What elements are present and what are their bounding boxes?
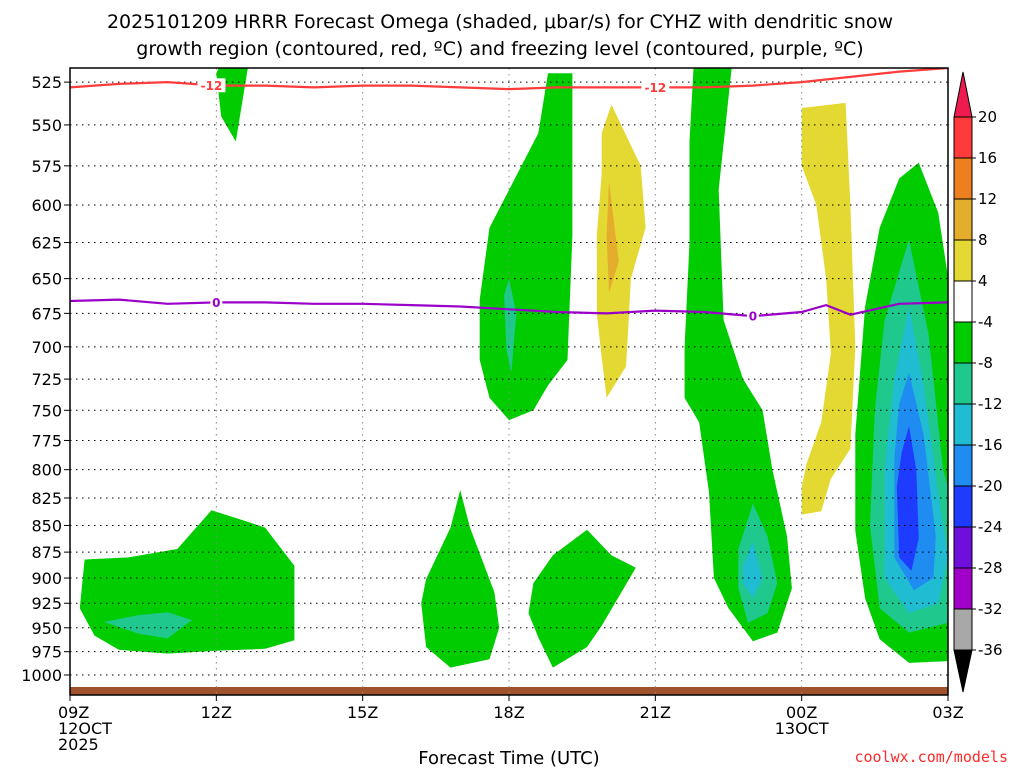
y-tick-label-600: 600 bbox=[31, 196, 62, 215]
y-tick-label-525: 525 bbox=[31, 73, 62, 92]
y-tick-label-850: 850 bbox=[31, 516, 62, 535]
colorbar-swatch bbox=[953, 608, 973, 651]
y-tick-label-1000: 1000 bbox=[21, 666, 62, 685]
grid-lines bbox=[70, 68, 948, 695]
region-omega-plus4-b bbox=[801, 102, 856, 515]
region-omega-minus4-e bbox=[479, 73, 573, 421]
region-omega-minus4-f bbox=[684, 68, 792, 642]
y-tick-label-725: 725 bbox=[31, 370, 62, 389]
x-axis-label: Forecast Time (UTC) bbox=[418, 748, 599, 768]
colorbar-swatch bbox=[953, 444, 973, 487]
colorbar-label-3: 8 bbox=[978, 231, 988, 249]
y-tick-label-950: 950 bbox=[31, 619, 62, 638]
contour-lines: -12 -12 0 0 bbox=[70, 68, 948, 324]
y-tick-label-825: 825 bbox=[31, 489, 62, 508]
colorbar-swatch bbox=[953, 239, 973, 282]
y-tick-label-650: 650 bbox=[31, 270, 62, 289]
y-tick-label-625: 625 bbox=[31, 234, 62, 253]
x-tick-label-24-1: 13OCT bbox=[775, 719, 829, 738]
y-tick-label-675: 675 bbox=[31, 304, 62, 323]
region-omega-plus8-a bbox=[606, 181, 619, 293]
contour-label-bg bbox=[746, 309, 759, 324]
colorbar-swatch bbox=[953, 321, 973, 364]
terrain-band bbox=[70, 687, 948, 695]
y-tick-label-800: 800 bbox=[31, 461, 62, 480]
y-tick-label-925: 925 bbox=[31, 594, 62, 613]
y-axis: 525 550 575 600 625 650 675 700 725 750 775 800 825 8… bbox=[21, 73, 70, 685]
y-tick-label-750: 750 bbox=[31, 401, 62, 420]
colorbar-label-7: -12 bbox=[978, 395, 1003, 413]
colorbar-swatch bbox=[953, 157, 973, 200]
colorbar-label-12: -32 bbox=[978, 600, 1003, 618]
colorbar: 20 16 12 8 4 -4 -8 -12 -16 -20 -24 -28 -32 -36 bbox=[953, 71, 1003, 693]
region-omega-minus12-a bbox=[743, 541, 763, 599]
contour-label-bg bbox=[210, 295, 223, 310]
colorbar-top-arrow bbox=[953, 71, 973, 118]
chart-title-line-1: 2025101209 HRRR Forecast Omega (shaded, … bbox=[107, 11, 893, 33]
colorbar-label-4: 4 bbox=[978, 272, 988, 290]
x-tick-label-27-0: 03Z bbox=[932, 703, 963, 722]
x-tick-label-24-0: 00Z bbox=[786, 703, 817, 722]
x-tick-label-9-0: 09Z bbox=[58, 703, 89, 722]
colorbar-swatch bbox=[953, 280, 973, 323]
terrain-strip bbox=[70, 687, 948, 695]
contour-label-freezing-level: 0 bbox=[212, 296, 220, 310]
colorbar-label-13: -36 bbox=[978, 641, 1003, 659]
contour-label-dgz-minus12: -12 bbox=[201, 79, 223, 93]
region-omega-minus8-b bbox=[504, 278, 517, 373]
colorbar-label-1: 16 bbox=[978, 149, 997, 167]
colorbar-label-10: -24 bbox=[978, 518, 1003, 536]
omega-shaded-regions bbox=[79, 68, 948, 668]
contour-label-bg bbox=[197, 78, 226, 93]
colorbar-label-5: -4 bbox=[978, 313, 993, 331]
region-omega-minus4-b bbox=[216, 68, 248, 142]
colorbar-label-9: -20 bbox=[978, 477, 1003, 495]
region-omega-minus4-c bbox=[421, 490, 500, 668]
y-tick-label-575: 575 bbox=[31, 157, 62, 176]
contour-label-dgz-minus12: -12 bbox=[644, 81, 666, 95]
x-tick-label-9-2: 2025 bbox=[58, 735, 99, 754]
contour-label-bg bbox=[641, 80, 670, 95]
colorbar-swatch bbox=[953, 116, 973, 159]
y-tick-label-875: 875 bbox=[31, 543, 62, 562]
region-omega-minus4-d bbox=[528, 529, 636, 668]
colorbar-swatch bbox=[953, 403, 973, 446]
region-omega-minus20 bbox=[896, 426, 919, 571]
region-omega-plus4-a bbox=[596, 104, 646, 398]
x-tick-label-21-0: 21Z bbox=[640, 703, 671, 722]
y-tick-label-975: 975 bbox=[31, 643, 62, 662]
chart-title-line-2: growth region (contoured, red, ºC) and f… bbox=[136, 38, 863, 60]
contour-label-freezing-level: 0 bbox=[749, 310, 757, 324]
colorbar-label-2: 12 bbox=[978, 190, 997, 208]
colorbar-swatch bbox=[953, 567, 973, 610]
colorbar-label-11: -28 bbox=[978, 559, 1003, 577]
y-tick-label-700: 700 bbox=[31, 338, 62, 357]
x-tick-label-18-0: 18Z bbox=[493, 703, 524, 722]
y-tick-label-775: 775 bbox=[31, 431, 62, 450]
x-tick-label-12-0: 12Z bbox=[201, 703, 232, 722]
colorbar-label-8: -16 bbox=[978, 436, 1003, 454]
region-omega-minus8-a bbox=[104, 612, 192, 639]
credit-text[interactable]: coolwx.com/models bbox=[854, 748, 1008, 766]
colorbar-label-6: -8 bbox=[978, 354, 993, 372]
y-tick-label-550: 550 bbox=[31, 116, 62, 135]
colorbar-swatch bbox=[953, 362, 973, 405]
x-tick-label-15-0: 15Z bbox=[347, 703, 378, 722]
colorbar-swatch bbox=[953, 526, 973, 569]
colorbar-swatch bbox=[953, 198, 973, 241]
colorbar-swatch bbox=[953, 485, 973, 528]
colorbar-bottom-arrow bbox=[953, 649, 973, 693]
colorbar-label-0: 20 bbox=[978, 108, 997, 126]
contour-freezing-level bbox=[70, 298, 948, 318]
y-tick-label-900: 900 bbox=[31, 569, 62, 588]
x-tick-label-9-1: 12OCT bbox=[58, 719, 112, 738]
region-omega-minus4-a bbox=[79, 510, 295, 654]
